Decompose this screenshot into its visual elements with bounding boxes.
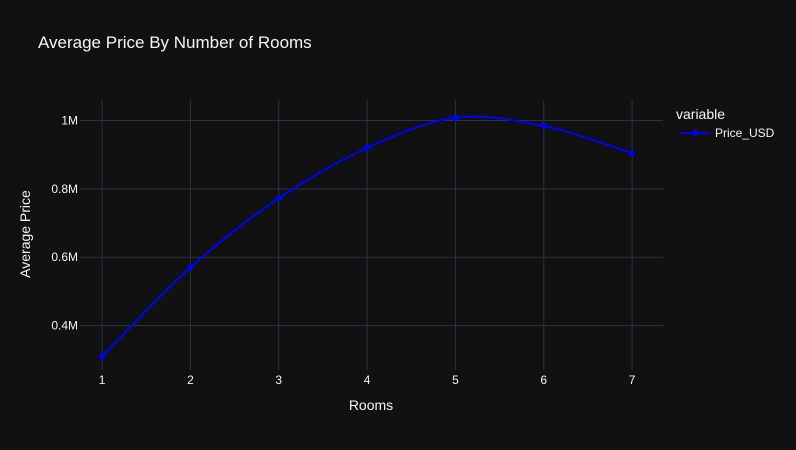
legend-item-price-usd[interactable]: Price_USD — [680, 126, 775, 140]
legend[interactable]: variable Price_USD — [676, 106, 775, 140]
x-tick-label: 1 — [99, 373, 106, 387]
x-tick-label: 4 — [364, 373, 371, 387]
y-tick-label: 1M — [61, 114, 78, 128]
data-point[interactable] — [629, 149, 636, 156]
x-tick-label: 7 — [629, 373, 636, 387]
x-axis-title: Rooms — [349, 397, 393, 413]
legend-marker — [692, 130, 698, 136]
grid-lines — [80, 100, 663, 370]
x-tick-label: 2 — [187, 373, 194, 387]
series-layer — [99, 114, 636, 360]
y-tick-label: 0.8M — [51, 182, 78, 196]
legend-label: Price_USD — [715, 126, 775, 140]
y-tick-label: 0.6M — [51, 250, 78, 264]
legend-title: variable — [676, 106, 725, 122]
data-point[interactable] — [187, 264, 194, 271]
chart-title: Average Price By Number of Rooms — [38, 33, 312, 52]
y-axis-title: Average Price — [17, 190, 33, 278]
data-point[interactable] — [99, 353, 106, 360]
data-point[interactable] — [364, 144, 371, 151]
y-tick-label: 0.4M — [51, 319, 78, 333]
x-tick-label: 3 — [275, 373, 282, 387]
tick-labels: 1 2 3 4 5 6 7 0.4M 0.6M 0.8M 1M — [51, 114, 635, 387]
x-tick-label: 5 — [452, 373, 459, 387]
data-point[interactable] — [540, 122, 547, 129]
x-tick-label: 6 — [540, 373, 547, 387]
data-point[interactable] — [275, 195, 282, 202]
data-point[interactable] — [452, 114, 459, 121]
